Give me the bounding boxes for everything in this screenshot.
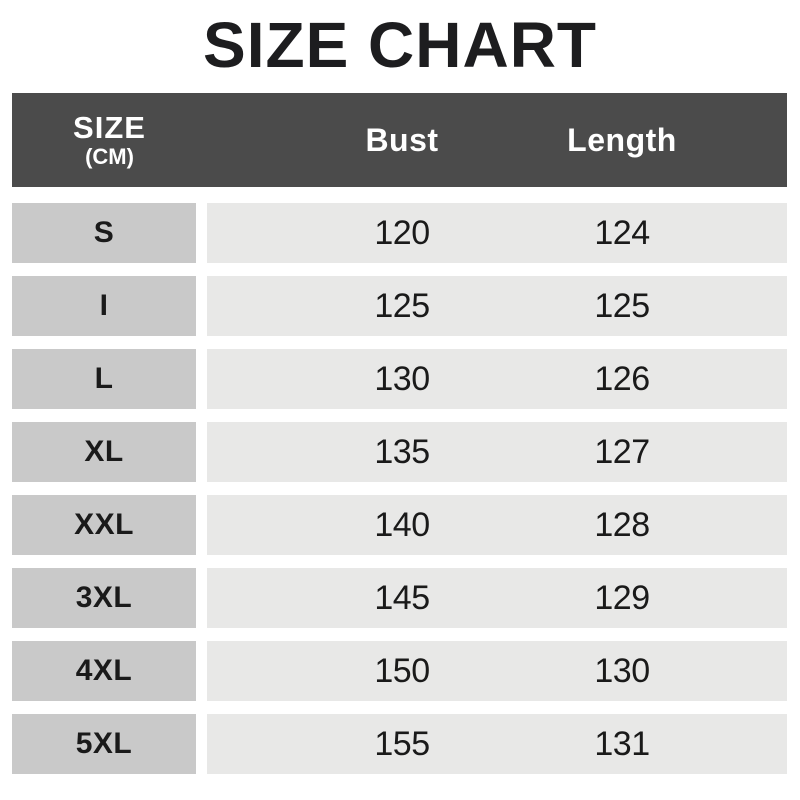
header-size-label: SIZE [73,110,146,146]
measure-cells: 145 129 [207,568,787,629]
measure-cells: 125 125 [207,276,787,337]
table-row: 4XL 150 130 [12,641,787,702]
length-value: 130 [594,651,650,690]
size-cell: 5XL [12,714,196,775]
bust-value: 125 [374,286,430,325]
size-cell: XXL [12,495,196,556]
size-cell: 3XL [12,568,196,629]
bust-value: 135 [374,432,430,471]
table-row: 5XL 155 131 [12,714,787,775]
measure-cells: 150 130 [207,641,787,702]
size-cell: L [12,349,196,410]
size-cell: XL [12,422,196,483]
length-value: 129 [594,578,650,617]
bust-value: 140 [374,505,430,544]
table-row: S 120 124 [12,203,787,264]
size-cell: 4XL [12,641,196,702]
table-row: XL 135 127 [12,422,787,483]
measure-cells: 135 127 [207,422,787,483]
length-value: 131 [594,724,650,763]
length-value: 127 [594,432,650,471]
length-value: 124 [594,213,650,252]
length-value: 128 [594,505,650,544]
table-header-row: SIZE (CM) Bust Length [12,93,787,188]
table-body: S 120 124 I 125 125 L 130 126 [12,203,787,775]
table-row: XXL 140 128 [12,495,787,556]
measure-cells: 140 128 [207,495,787,556]
measure-cells: 155 131 [207,714,787,775]
measure-cells: 130 126 [207,349,787,410]
size-cell: I [12,276,196,337]
header-size-unit: (CM) [85,144,134,170]
length-value: 125 [594,286,650,325]
page-title: SIZE CHART [203,9,597,81]
table-row: I 125 125 [12,276,787,337]
header-measure-columns: Bust Length [207,122,787,159]
bust-value: 145 [374,578,430,617]
bust-value: 130 [374,359,430,398]
header-size-cell: SIZE (CM) [12,111,207,169]
header-bust-label: Bust [365,121,439,158]
size-chart-table: SIZE (CM) Bust Length S 120 124 I 125 [12,93,787,775]
bust-value: 120 [374,213,430,252]
bust-value: 155 [374,724,430,763]
table-row: 3XL 145 129 [12,568,787,629]
size-cell: S [12,203,196,264]
measure-cells: 120 124 [207,203,787,264]
header-length-label: Length [567,121,677,158]
length-value: 126 [594,359,650,398]
bust-value: 150 [374,651,430,690]
table-row: L 130 126 [12,349,787,410]
